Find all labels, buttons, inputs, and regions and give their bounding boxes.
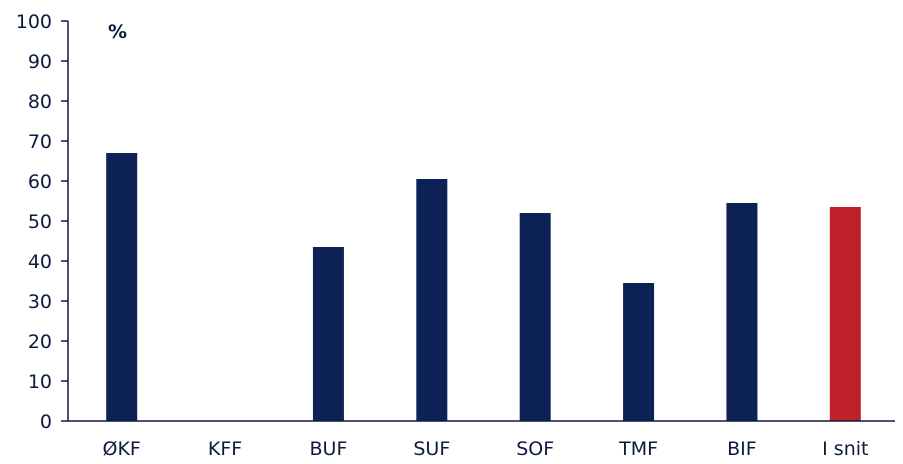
bar [726,203,758,421]
y-tick-label: 20 [28,331,52,353]
y-unit-label: % [108,21,127,43]
bars [106,153,861,421]
y-tick-label: 100 [16,11,52,33]
x-category-label: SOF [516,438,554,460]
bar [416,179,448,421]
y-axis-ticks: 0 10 20 30 40 50 60 70 80 90 100 [16,11,68,433]
y-tick-label: 0 [40,411,52,433]
y-tick-label: 90 [28,51,52,73]
x-category-label: TMF [618,438,658,460]
x-category-label: ØKF [103,438,141,460]
y-tick-label: 40 [28,251,52,273]
bar [106,153,138,421]
y-tick-label: 70 [28,131,52,153]
x-category-label: BUF [310,438,348,460]
y-tick-label: 50 [28,211,52,233]
x-category-label: BIF [727,438,757,460]
y-tick-label: 10 [28,371,52,393]
y-tick-label: 60 [28,171,52,193]
bar [519,213,551,421]
bar [312,247,344,421]
bar [829,207,861,421]
x-category-label: I snit [822,438,868,460]
bar [623,283,655,421]
x-category-label: KFF [208,438,242,460]
y-tick-label: 80 [28,91,52,113]
y-tick-label: 30 [28,291,52,313]
x-category-label: SUF [413,438,450,460]
x-axis-labels: ØKF KFF BUF SUF SOF TMF BIF I snit [103,438,869,460]
